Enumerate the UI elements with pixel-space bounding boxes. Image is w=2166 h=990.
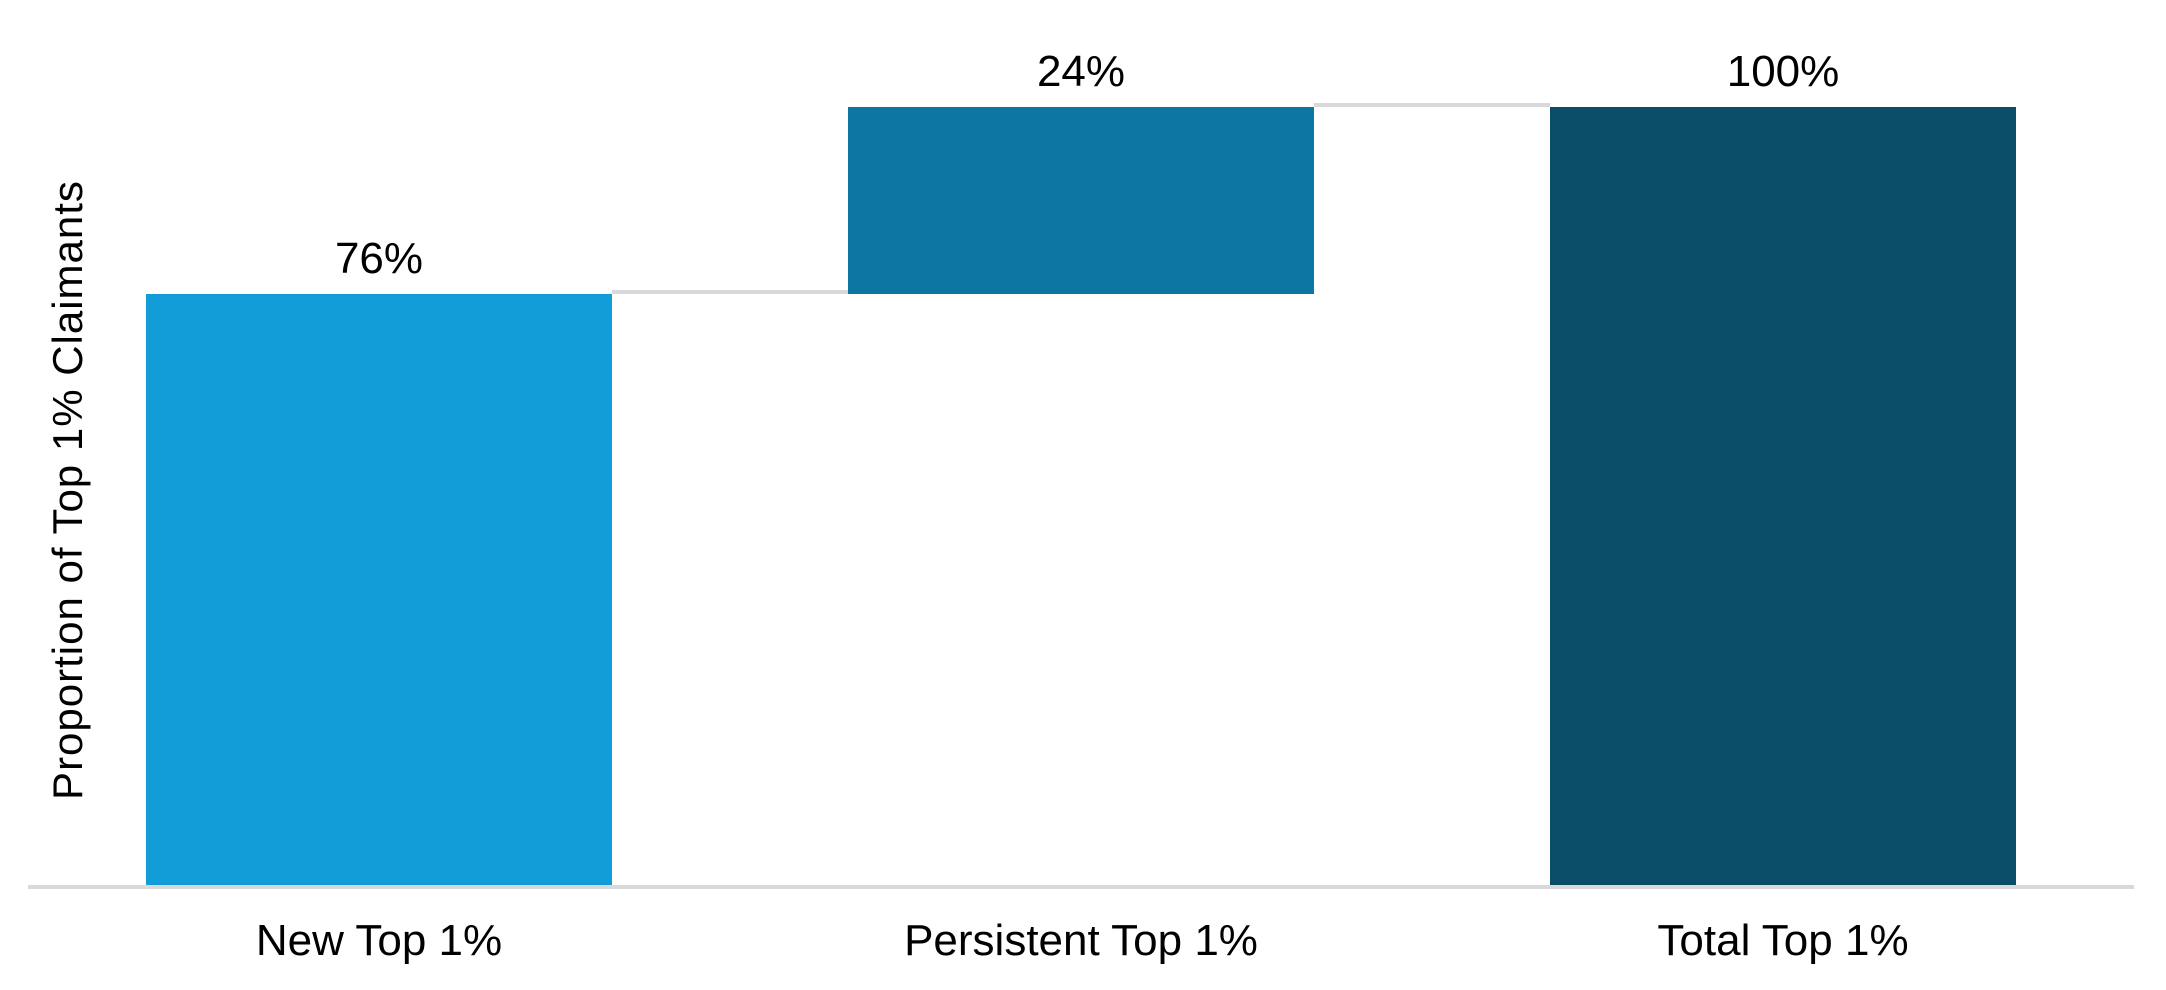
waterfall-connector-line <box>1314 103 1550 107</box>
x-axis-line <box>28 885 2134 889</box>
x-axis-category-label: Persistent Top 1% <box>904 916 1258 965</box>
data-label: 100% <box>1726 47 1840 96</box>
data-label: 24% <box>1036 47 1126 96</box>
bar-total-top-1- <box>1550 107 2016 885</box>
x-axis-category-label: New Top 1% <box>255 916 503 965</box>
data-label: 76% <box>334 233 424 283</box>
y-axis-title: Proportion of Top 1% Claimants <box>44 180 91 800</box>
bar-persistent-top-1- <box>848 107 1314 294</box>
bar-new-top-1- <box>146 293 612 885</box>
waterfall-connector-line <box>612 289 848 294</box>
x-axis-category-label: Total Top 1% <box>1657 916 1909 965</box>
